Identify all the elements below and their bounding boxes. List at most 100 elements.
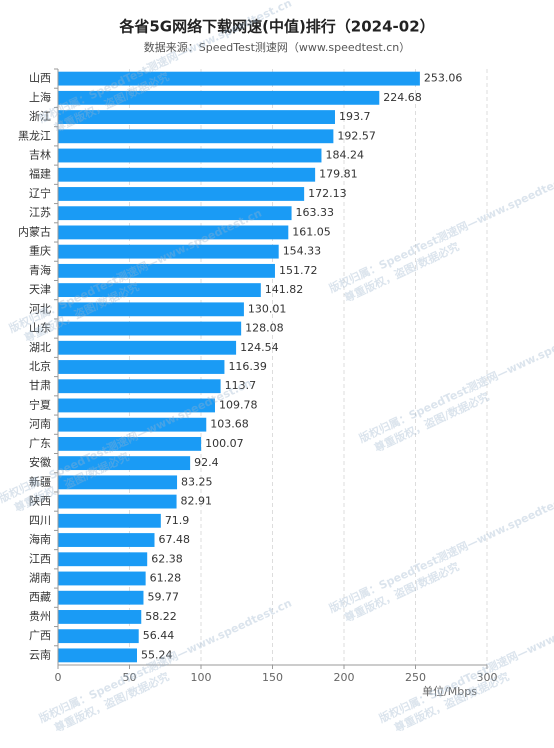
- y-tick-label: 吉林: [29, 148, 51, 162]
- value-label: 161.05: [292, 225, 331, 238]
- y-tick-label: 黑龙江: [18, 129, 51, 142]
- value-label: 154.33: [283, 245, 322, 258]
- value-label: 83.25: [181, 475, 213, 488]
- y-tick-label: 江苏: [29, 206, 51, 219]
- y-tick-label: 福建: [29, 167, 51, 181]
- chart-title: 各省5G网络下载网速(中值)排行（2024-02）: [118, 18, 434, 36]
- watermark: 版权归属：SpeedTest测速网—www.speedtest.cn尊重版权，盗…: [327, 486, 554, 625]
- y-tick-label: 青海: [29, 263, 51, 277]
- value-label: 62.38: [151, 552, 183, 565]
- value-label: 58.22: [145, 610, 177, 623]
- value-label: 124.54: [240, 341, 279, 354]
- y-tick-label: 天津: [29, 283, 51, 296]
- bar: [58, 206, 292, 221]
- x-tick-label: 250: [405, 671, 426, 684]
- value-label: 163.33: [296, 206, 335, 219]
- y-tick-label: 山东: [29, 322, 51, 335]
- y-tick-label: 内蒙古: [18, 224, 51, 238]
- y-tick-label: 甘肃: [29, 379, 51, 392]
- value-label: 92.4: [194, 456, 219, 469]
- watermark: 版权归属：SpeedTest测速网—www.speedtest.cn尊重版权，盗…: [357, 316, 554, 455]
- x-tick-label: 150: [262, 671, 283, 684]
- y-tick-label: 海南: [29, 532, 51, 546]
- value-label: 224.68: [383, 91, 422, 104]
- bar: [58, 379, 221, 394]
- x-axis-label: 单位/Mbps: [422, 684, 477, 698]
- bar: [58, 360, 225, 374]
- value-label: 71.9: [165, 514, 190, 527]
- value-label: 56.44: [143, 629, 175, 642]
- value-label: 172.13: [308, 187, 347, 200]
- value-label: 130.01: [248, 302, 287, 315]
- y-tick-label: 云南: [29, 648, 51, 661]
- value-label: 59.77: [147, 591, 179, 604]
- bar: [58, 263, 275, 278]
- bar: [58, 340, 237, 355]
- y-tick-label: 浙江: [29, 110, 51, 123]
- value-label: 184.24: [325, 149, 364, 162]
- bar: [58, 187, 305, 201]
- y-tick-label: 陕西: [29, 494, 51, 508]
- bar: [58, 71, 420, 86]
- watermark-text: 版权归属：SpeedTest测速网—www.speedtest.cn: [327, 486, 554, 616]
- y-tick-label: 广东: [29, 437, 51, 450]
- value-label: 103.68: [210, 418, 249, 431]
- bar: [58, 648, 137, 663]
- y-tick-label: 宁夏: [29, 397, 51, 411]
- bar: [58, 610, 142, 624]
- watermark-text: 版权归属：SpeedTest测速网—www.speedtest.cn: [357, 316, 554, 446]
- value-label: 113.7: [225, 379, 257, 392]
- value-label: 192.57: [337, 129, 376, 142]
- value-label: 151.72: [279, 264, 318, 277]
- bar: [58, 571, 146, 586]
- y-tick-label: 重庆: [29, 244, 51, 258]
- bar: [58, 590, 144, 605]
- x-tick-label: 50: [123, 671, 137, 684]
- y-tick-label: 河南: [29, 418, 51, 431]
- bar: [58, 129, 334, 144]
- watermark-text: 版权归属：SpeedTest测速网—www.speedtest.cn: [377, 596, 554, 726]
- watermark-text: 版权归属：SpeedTest测速网—www.speedtest.cn: [327, 166, 554, 296]
- bar: [58, 475, 178, 490]
- bar: [58, 283, 261, 298]
- watermark: 版权归属：SpeedTest测速网—www.speedtest.cn尊重版权，盗…: [377, 596, 554, 735]
- y-tick-label: 贵州: [29, 610, 51, 623]
- value-label: 61.28: [150, 571, 182, 584]
- bar: [58, 148, 322, 163]
- bar: [58, 533, 155, 547]
- bar: [58, 417, 207, 432]
- bar: [58, 321, 242, 336]
- x-tick-label: 0: [55, 671, 62, 684]
- y-tick-label: 西藏: [29, 591, 51, 604]
- x-tick-label: 300: [477, 671, 498, 684]
- y-tick-label: 安徽: [29, 455, 51, 469]
- value-label: 141.82: [265, 283, 304, 296]
- value-label: 193.7: [339, 110, 371, 123]
- y-tick-label: 广西: [29, 629, 51, 642]
- value-label: 109.78: [219, 398, 258, 411]
- y-tick-label: 上海: [29, 90, 51, 104]
- value-label: 128.08: [245, 322, 284, 335]
- y-tick-label: 四川: [29, 514, 51, 527]
- bar: [58, 552, 148, 567]
- value-label: 253.06: [424, 72, 463, 85]
- bar: [58, 302, 244, 317]
- y-tick-label: 辽宁: [29, 186, 51, 200]
- y-tick-label: 北京: [29, 359, 51, 373]
- bar: [58, 456, 191, 471]
- bar: [58, 398, 215, 413]
- bar: [58, 494, 177, 509]
- y-tick-label: 湖南: [29, 571, 51, 584]
- bar: [58, 90, 380, 105]
- value-label: 100.07: [205, 437, 244, 450]
- y-tick-label: 新疆: [29, 474, 51, 488]
- chart-subtitle: 数据来源：SpeedTest测速网（www.speedtest.cn）: [144, 40, 411, 54]
- value-label: 116.39: [228, 360, 266, 373]
- bar: [58, 513, 161, 528]
- value-label: 55.24: [141, 648, 173, 661]
- value-label: 67.48: [158, 533, 190, 546]
- y-tick-label: 山西: [29, 72, 51, 85]
- value-label: 179.81: [319, 168, 358, 181]
- bar: [58, 167, 316, 182]
